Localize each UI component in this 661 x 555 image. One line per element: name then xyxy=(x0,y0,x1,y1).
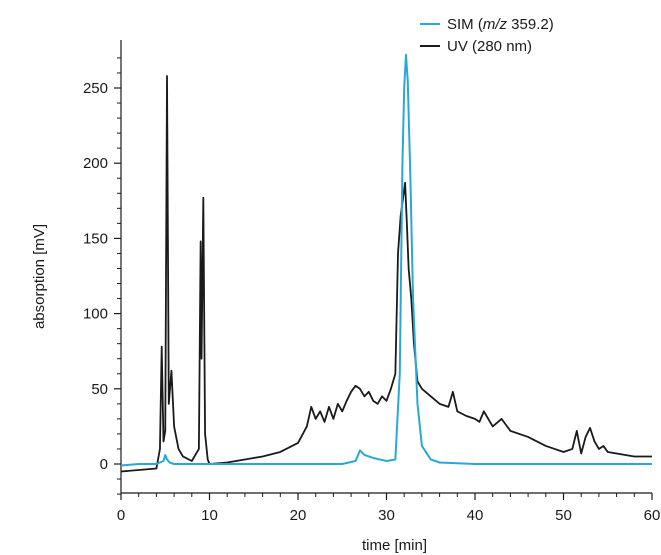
series-line-uv xyxy=(120,75,652,473)
series-layer xyxy=(120,53,652,473)
x-tick-label: 40 xyxy=(467,507,484,524)
axis-ticks: 0 50 100 150 200 250 0 10 20 30 40 50 60 xyxy=(83,57,661,524)
legend-label-sim: SIM (m/z 359.2) xyxy=(447,16,554,33)
x-tick-label: 10 xyxy=(201,507,218,524)
x-axis-label: time [min] xyxy=(362,537,427,554)
y-tick-label: 200 xyxy=(83,155,108,172)
x-tick-label: 30 xyxy=(378,507,395,524)
y-axis-label: absorption [mV] xyxy=(31,224,48,329)
x-tick-label: 60 xyxy=(644,507,661,524)
legend-label-uv: UV (280 nm) xyxy=(447,38,532,55)
legend: SIM (m/z 359.2) UV (280 nm) xyxy=(420,16,554,55)
series-line-sim xyxy=(120,53,652,467)
x-tick-label: 50 xyxy=(555,507,572,524)
y-tick-label: 50 xyxy=(91,381,108,398)
y-tick-label: 150 xyxy=(83,230,108,247)
x-tick-label: 0 xyxy=(117,507,125,524)
x-tick-label: 20 xyxy=(290,507,307,524)
y-tick-label: 250 xyxy=(83,80,108,97)
y-tick-label: 100 xyxy=(83,306,108,323)
y-tick-label: 0 xyxy=(100,456,108,473)
